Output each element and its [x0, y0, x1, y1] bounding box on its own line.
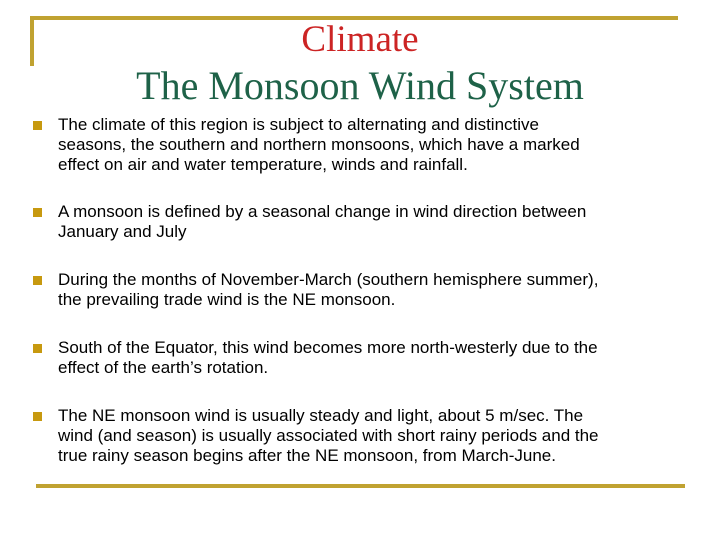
bullet-square-icon: [33, 276, 42, 285]
bullet-square-icon: [33, 208, 42, 217]
page-title: Climate The Monsoon Wind System: [0, 16, 720, 109]
bullet-item-1: The climate of this region is subject to…: [33, 115, 695, 175]
title-line-monsoon-wind-system: The Monsoon Wind System: [136, 63, 584, 108]
bullet-text-5: The NE monsoon wind is usually steady an…: [58, 406, 599, 465]
bullet-square-icon: [33, 412, 42, 421]
bottom-gold-rule: [36, 484, 685, 488]
top-gold-rule: [30, 16, 678, 20]
bullet-item-5: The NE monsoon wind is usually steady an…: [33, 406, 695, 466]
title-line-climate: Climate: [301, 19, 419, 60]
bullet-square-icon: [33, 344, 42, 353]
bullet-text-3: During the months of November-March (sou…: [58, 270, 599, 309]
bullet-text-2: A monsoon is defined by a seasonal chang…: [58, 202, 587, 241]
bullet-item-2: A monsoon is defined by a seasonal chang…: [33, 202, 695, 242]
bullet-text-4: South of the Equator, this wind becomes …: [58, 338, 598, 377]
left-gold-rule: [30, 16, 34, 66]
bullet-item-4: South of the Equator, this wind becomes …: [33, 338, 695, 378]
bullet-square-icon: [33, 121, 42, 130]
bullet-item-3: During the months of November-March (sou…: [33, 270, 695, 310]
bullet-text-1: The climate of this region is subject to…: [58, 115, 580, 174]
